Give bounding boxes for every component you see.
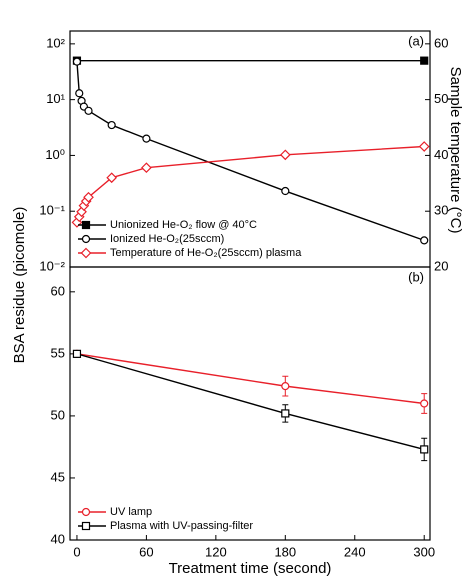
- y-tick-label: 10⁻²: [39, 258, 65, 273]
- data-point: [418, 141, 430, 152]
- x-tick-label: 300: [413, 544, 435, 559]
- data-point: [72, 349, 82, 358]
- x-tick-label: 240: [344, 544, 366, 559]
- data-point: [142, 134, 151, 143]
- y2-tick-label: 50: [434, 91, 448, 106]
- y-tick-label: 50: [51, 407, 65, 422]
- panel-label: (b): [408, 269, 424, 284]
- data-point: [420, 445, 429, 454]
- y2-axis-label: Sample temperature (°C): [447, 67, 464, 234]
- data-point: [281, 409, 290, 418]
- data-point: [281, 382, 290, 391]
- y-tick-label: 40: [51, 531, 65, 546]
- data-point: [420, 399, 429, 408]
- y2-tick-label: 60: [434, 35, 448, 50]
- series-line: [76, 145, 425, 223]
- legend-marker: [81, 220, 91, 230]
- y-tick-label: 45: [51, 469, 65, 484]
- y-axis-label: BSA residue (picomole): [11, 207, 28, 364]
- x-tick-label: 180: [274, 544, 296, 559]
- data-point: [75, 89, 84, 98]
- y-tick-label: 10²: [46, 35, 65, 50]
- data-point: [83, 191, 94, 203]
- data-point: [420, 236, 429, 245]
- legend-marker: [81, 234, 91, 244]
- panel-label: (a): [408, 33, 424, 48]
- x-tick-label: 60: [139, 544, 153, 559]
- series-line: [76, 353, 425, 405]
- series-line: [76, 61, 425, 242]
- x-axis-label: Treatment time (second): [169, 560, 332, 577]
- y2-tick-label: 20: [434, 258, 448, 273]
- data-point: [281, 186, 290, 196]
- legend-label: Plasma with UV-passing-filter: [110, 520, 253, 532]
- y2-tick-label: 40: [434, 147, 448, 162]
- y-tick-label: 55: [51, 345, 65, 360]
- x-tick-label: 120: [205, 544, 227, 559]
- legend-label: Unionized He-O₂ flow @ 40°C: [110, 219, 257, 231]
- series-line: [76, 353, 425, 451]
- data-point: [420, 56, 429, 65]
- data-point: [141, 162, 152, 174]
- plot-frame: [69, 266, 431, 541]
- legend-marker: [81, 507, 91, 517]
- legend-label: UV lamp: [110, 506, 152, 518]
- x-tick-label: 0: [73, 544, 80, 559]
- data-point: [72, 57, 82, 66]
- legend-marker: [80, 247, 92, 259]
- data-point: [106, 172, 118, 184]
- y-tick-label: 10⁻¹: [39, 203, 65, 218]
- y-tick-label: 10¹: [46, 91, 65, 106]
- y2-tick-label: 30: [434, 203, 448, 218]
- data-point: [84, 106, 93, 115]
- legend-label: Ionized He-O₂(25sccm): [110, 233, 224, 245]
- legend-marker: [81, 521, 91, 531]
- y-tick-label: 60: [51, 283, 65, 298]
- y-tick-label: 10⁰: [45, 147, 65, 162]
- data-point: [107, 120, 116, 130]
- legend-label: Temperature of He-O₂(25sccm) plasma: [110, 247, 302, 259]
- data-point: [279, 149, 291, 161]
